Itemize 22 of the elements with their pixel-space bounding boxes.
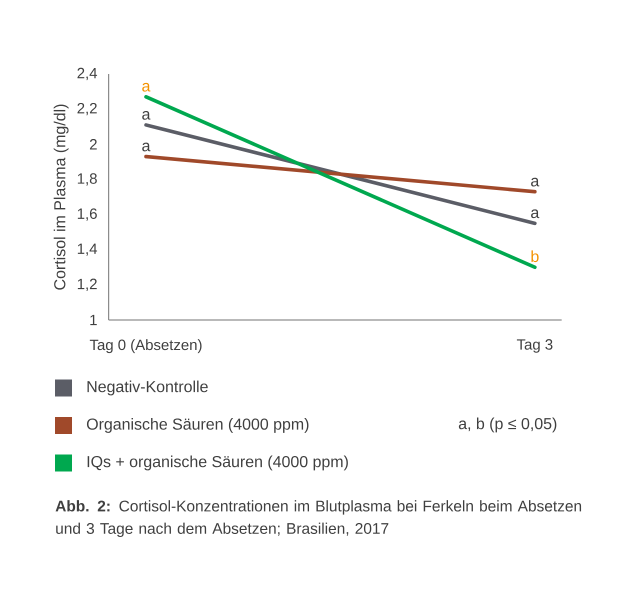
y-tick-label: 1,4 xyxy=(78,244,98,256)
text: Abb. 2: Cortisol-Konzentrationen im Blutplasma bei Ferkeln beim Absetzen und 3 Tage nach dem Absetzen; Brasilien, 2017 xyxy=(56,500,582,537)
y-tick-label: 2 xyxy=(90,139,97,150)
y-axis-title: Cortisol im Plasma (mg/dl) xyxy=(54,104,69,290)
x-tick-label: Tag 3 xyxy=(516,339,552,353)
annotation: b xyxy=(531,250,539,262)
y-tick-label: 1,8 xyxy=(78,173,97,186)
annotation: a xyxy=(531,178,540,187)
text: a, b (p ≤ 0,05) xyxy=(458,418,556,432)
annotation: a xyxy=(142,111,150,120)
legend-label: Organische Säuren (4000 ppm) xyxy=(86,418,308,433)
x-tick-label: Tag 0 (Absetzen) xyxy=(90,339,202,354)
y-tick-label: 1 xyxy=(90,314,97,326)
y-tick-label: 2,4 xyxy=(77,68,98,80)
annotation: a xyxy=(142,142,150,152)
y-tick-label: 1,6 xyxy=(78,208,97,221)
legend-label: IQs + organische Säuren (4000 ppm) xyxy=(88,456,348,470)
legend-label: Negativ-Kontrolle xyxy=(88,380,208,396)
annotation: a xyxy=(142,82,150,92)
y-tick-label: 1,2 xyxy=(78,278,97,292)
annotation: a xyxy=(531,209,540,218)
y-tick-label: 2,2 xyxy=(77,102,97,116)
